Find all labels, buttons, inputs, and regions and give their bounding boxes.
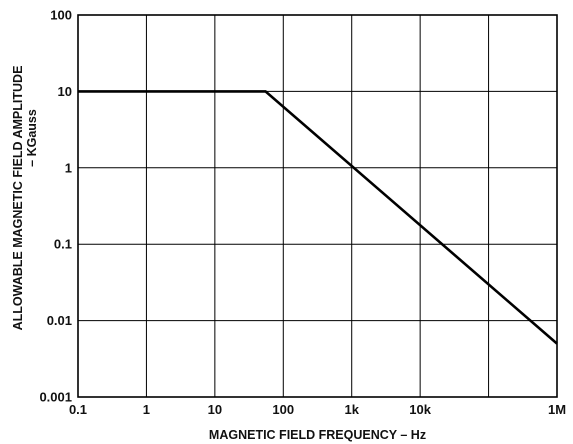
x-tick-label: 0.1 (69, 402, 87, 417)
x-tick-labels: 0.1 1 10 100 1k 10k 1M (69, 402, 566, 417)
x-tick-label: 10k (409, 402, 431, 417)
y-tick-label: 10 (58, 84, 72, 99)
y-axis-title-line-1: ALLOWABLE MAGNETIC FIELD AMPLITUDE (11, 66, 25, 331)
y-tick-label: 0.001 (39, 390, 72, 405)
series-line (78, 90, 558, 345)
x-tick-label: 1M (548, 402, 566, 417)
y-tick-labels: 0.001 0.01 0.1 1 10 100 (39, 8, 72, 405)
x-tick-label: 100 (272, 402, 294, 417)
plot-area-frame (77, 14, 558, 398)
y-axis-title: ALLOWABLE MAGNETIC FIELD AMPLITUDE – KGa… (11, 66, 39, 331)
y-tick-label: 100 (50, 8, 72, 23)
x-tick-label: 10 (208, 402, 222, 417)
gridlines (78, 15, 557, 397)
x-tick-label: 1k (344, 402, 359, 417)
y-tick-label: 0.01 (47, 313, 72, 328)
y-tick-label: 0.1 (54, 237, 72, 252)
x-tick-label: 1 (143, 402, 150, 417)
series-group (78, 90, 558, 345)
x-axis-title: MAGNETIC FIELD FREQUENCY – Hz (209, 428, 426, 442)
y-tick-label: 1 (65, 160, 72, 175)
y-axis-title-line-2: – KGauss (25, 109, 39, 167)
